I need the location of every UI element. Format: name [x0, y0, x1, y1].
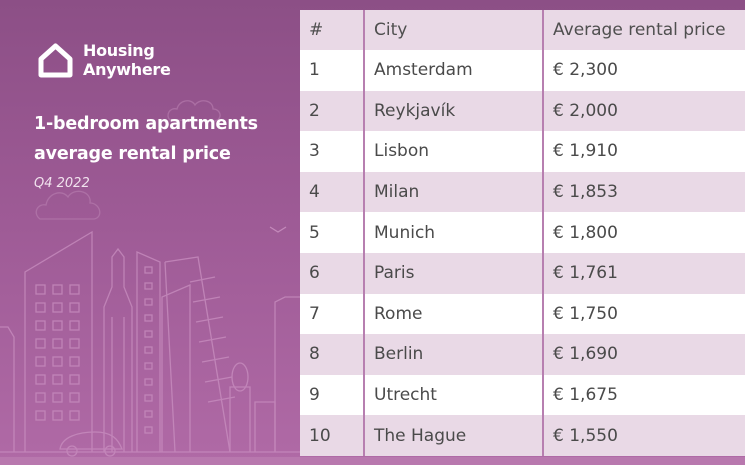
- table-row: 6 Paris € 1,761: [300, 252, 745, 294]
- period-label: Q4 2022: [34, 176, 90, 191]
- city-cell: Paris: [364, 252, 544, 294]
- brand-name: Housing Anywhere: [83, 41, 171, 79]
- rank-cell: 8: [300, 334, 365, 375]
- rental-price-table: # City Average rental price 1 Amsterdam …: [300, 10, 745, 456]
- price-cell: € 1,690: [553, 344, 618, 365]
- column-header-city: City: [364, 10, 544, 50]
- city-cell: Reykjavík: [364, 90, 544, 132]
- page-title: 1-bedroom apartments average rental pric…: [34, 109, 258, 169]
- price-cell: € 2,300: [553, 60, 618, 81]
- city-cell: Utrecht: [364, 374, 544, 416]
- rank-cell: 5: [300, 212, 365, 253]
- city-skyline-illustration: [0, 230, 300, 457]
- city-cell: Berlin: [364, 334, 544, 375]
- brand-name-line1: Housing: [83, 41, 155, 60]
- table-row: 1 Amsterdam € 2,300: [300, 50, 745, 91]
- city-cell: Munich: [364, 212, 544, 253]
- table-row: 2 Reykjavík € 2,000: [300, 90, 745, 132]
- housing-anywhere-logo: Housing Anywhere: [37, 41, 171, 79]
- table-row: 3 Lisbon € 1,910: [300, 131, 745, 172]
- city-cell: Amsterdam: [364, 50, 544, 91]
- cloud-decoration: [167, 100, 221, 122]
- house-outline-icon: [38, 43, 73, 77]
- price-cell: € 1,910: [553, 141, 618, 162]
- price-cell: € 1,550: [553, 425, 618, 446]
- city-cell: Rome: [364, 293, 544, 335]
- city-cell: The Hague: [364, 415, 544, 456]
- rank-cell: 3: [300, 131, 365, 172]
- price-cell: € 1,761: [553, 263, 618, 284]
- price-cell: € 1,800: [553, 222, 618, 243]
- column-header-price: Average rental price: [553, 20, 726, 40]
- rank-cell: 1: [300, 50, 365, 91]
- table-row: 8 Berlin € 1,690: [300, 334, 745, 375]
- table-header-row: # City Average rental price: [300, 10, 745, 50]
- title-line2: average rental price: [34, 144, 231, 164]
- rank-cell: 4: [300, 171, 365, 213]
- table-row: 7 Rome € 1,750: [300, 293, 745, 335]
- column-header-rank: #: [300, 10, 365, 50]
- rank-cell: 2: [300, 90, 365, 132]
- table-row: 10 The Hague € 1,550: [300, 415, 745, 456]
- rank-cell: 10: [300, 415, 365, 456]
- table-row: 4 Milan € 1,853: [300, 171, 745, 213]
- price-cell: € 1,853: [553, 182, 618, 203]
- rank-cell: 9: [300, 374, 365, 416]
- rank-cell: 6: [300, 252, 365, 294]
- rank-cell: 7: [300, 293, 365, 335]
- price-cell: € 1,750: [553, 303, 618, 324]
- cloud-decoration: [35, 190, 101, 220]
- bottom-strip: [0, 457, 745, 465]
- city-cell: Lisbon: [364, 131, 544, 172]
- table-row: 5 Munich € 1,800: [300, 212, 745, 253]
- price-cell: € 2,000: [553, 100, 618, 121]
- title-line1: 1-bedroom apartments: [34, 114, 258, 134]
- brand-name-line2: Anywhere: [83, 60, 171, 79]
- price-cell: € 1,675: [553, 385, 618, 406]
- bird-decoration: [269, 226, 287, 233]
- table-row: 9 Utrecht € 1,675: [300, 374, 745, 416]
- city-cell: Milan: [364, 171, 544, 213]
